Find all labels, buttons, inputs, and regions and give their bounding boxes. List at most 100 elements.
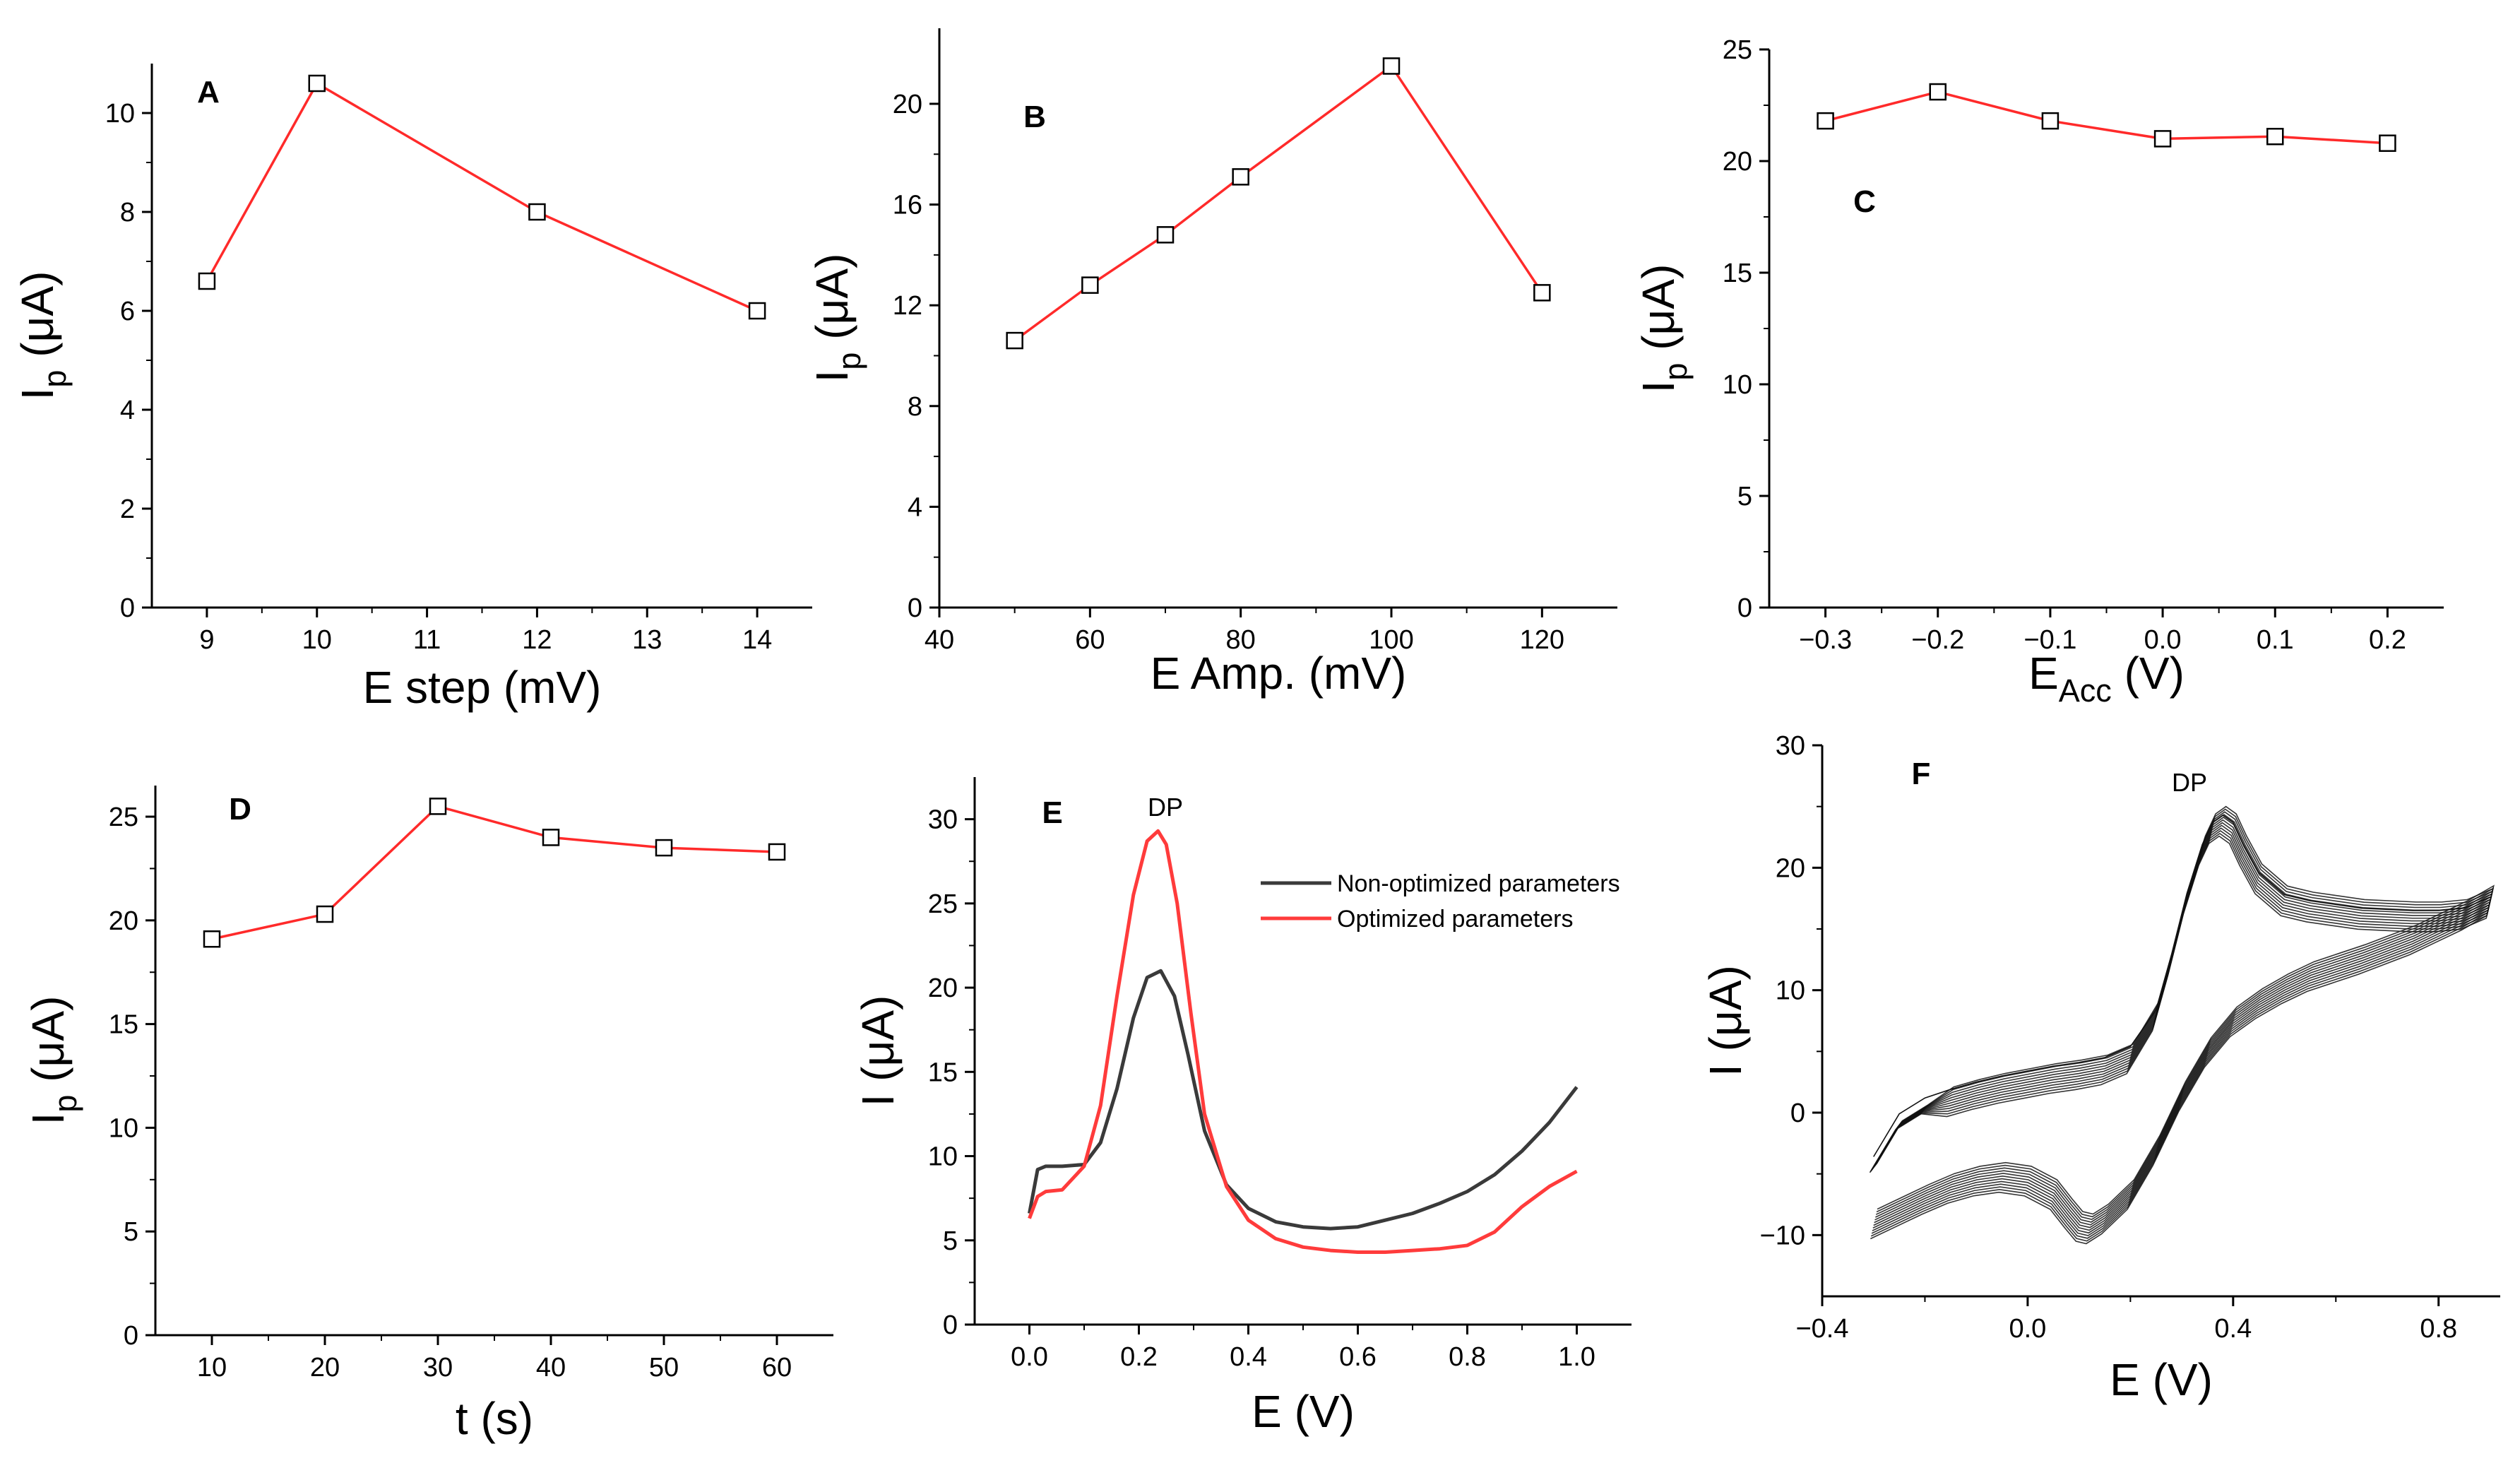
panel-label: B	[1023, 100, 1046, 134]
panel-a: 9 10 11 12 13 14 0 2 4 6 8 10 E step (mV) Ip (μA) A	[12, 64, 812, 713]
y-tick-label: 12	[893, 291, 922, 321]
y-tick-label: 6	[120, 297, 135, 326]
x-tick-label: 0.4	[1230, 1342, 1267, 1372]
y-tick-label: 0	[120, 593, 135, 623]
cv-cycle	[1869, 835, 2495, 1215]
y-tick-label: 0	[1790, 1099, 1805, 1128]
label-tail: (μA)	[1633, 264, 1684, 363]
optimized-curve	[1028, 829, 1578, 1254]
data-point	[1156, 226, 1175, 244]
x-axis-title: EAcc (V)	[2028, 648, 2185, 709]
x-tick-label: 120	[1520, 625, 1564, 655]
x-axis-title: t (s)	[456, 1393, 533, 1444]
x-axis-title: E (V)	[1252, 1386, 1355, 1437]
y-tick-label: 20	[109, 906, 138, 936]
x-tick-label: 20	[310, 1353, 340, 1383]
y-tick-label: 15	[1723, 259, 1752, 288]
cv-cycle	[1871, 811, 2493, 1239]
label-subscript: p	[831, 353, 867, 370]
y-tick-label: 15	[928, 1058, 958, 1087]
x-tick-label: 0.0	[2009, 1314, 2046, 1344]
y-tick-label: 8	[120, 198, 135, 227]
x-tick-label: 0.4	[2214, 1314, 2252, 1344]
y-tick-label: 0	[124, 1321, 138, 1351]
x-tick-label: 10	[197, 1353, 227, 1383]
x-tick-label: 30	[423, 1353, 453, 1383]
y-tick-label: 20	[928, 973, 958, 1003]
x-tick-label: −0.1	[2023, 625, 2076, 655]
data-point	[2041, 112, 2060, 130]
x-tick-label: −0.2	[1911, 625, 1964, 655]
y-tick-label: 20	[893, 90, 922, 119]
label-main: I	[1633, 381, 1684, 393]
label-subscript: Acc	[2059, 673, 2112, 709]
panel-label: E	[1042, 795, 1062, 830]
data-point	[429, 798, 447, 815]
y-tick-label: 8	[908, 392, 922, 422]
data-point	[2153, 130, 2172, 148]
x-tick-label: 0.6	[1339, 1342, 1377, 1372]
x-tick-label: 1.0	[1558, 1342, 1595, 1372]
data-point	[2266, 127, 2284, 146]
data-point	[542, 829, 560, 846]
y-tick-label: −10	[1760, 1221, 1805, 1250]
data-point	[198, 272, 216, 290]
series-line	[206, 81, 758, 312]
y-tick-label: 16	[893, 191, 922, 220]
x-tick-label: 11	[413, 625, 441, 655]
x-tick-label: 80	[1226, 625, 1256, 655]
y-axis-title: I (μA)	[852, 995, 903, 1107]
cv-cycle	[1873, 819, 2490, 1231]
label-main: I	[807, 370, 857, 383]
data-point	[1382, 57, 1401, 75]
y-tick-label: 0	[908, 593, 922, 623]
data-point	[316, 905, 334, 923]
y-axis-title: I (μA)	[1700, 965, 1751, 1077]
data-point	[528, 203, 546, 221]
cv-cycle	[1872, 824, 2492, 1226]
x-axis-title: E step (mV)	[363, 662, 602, 713]
y-tick-label: 25	[1723, 35, 1752, 65]
data-point	[655, 839, 673, 857]
x-tick-label: 14	[742, 625, 772, 655]
panel-f: −0.4 0.0 0.4 0.8 −10 0 10 20 30 E (V) I (μA) F DP	[1700, 731, 2500, 1405]
x-tick-label: 40	[536, 1353, 566, 1383]
x-tick-label: 50	[649, 1353, 679, 1383]
x-tick-label: 0.2	[2369, 625, 2406, 655]
y-axis-title: Ip (μA)	[1633, 264, 1694, 393]
panel-label: F	[1912, 757, 1931, 791]
series-line	[211, 805, 778, 940]
y-tick-label: 10	[109, 1113, 138, 1143]
x-axis-title: E (V)	[2110, 1354, 2213, 1405]
series-line	[1014, 64, 1543, 342]
legend-label: Non-optimized parameters	[1337, 870, 1620, 897]
peak-annotation: DP	[2172, 768, 2207, 797]
label-tail: (μA)	[12, 271, 63, 370]
y-tick-label: 20	[1776, 853, 1805, 883]
cv-first-cycle	[1873, 814, 2490, 1157]
y-axis-title: Ip (μA)	[807, 254, 867, 383]
x-tick-label: 0.8	[2420, 1314, 2457, 1344]
x-tick-label: 0.1	[2257, 625, 2294, 655]
y-tick-label: 0	[943, 1310, 958, 1340]
panel-d: 10 20 30 40 50 60 0 5 10 15 20 25 t (s) Ip (μA) D	[23, 786, 833, 1444]
y-tick-label: 30	[1776, 731, 1805, 761]
cv-cycle	[1872, 814, 2492, 1236]
label-tail: (μA)	[23, 996, 73, 1095]
y-tick-label: 10	[1723, 370, 1752, 400]
y-tick-label: 25	[928, 889, 958, 919]
label-main: E	[2028, 648, 2059, 699]
x-tick-label: 0.0	[1011, 1342, 1048, 1372]
cv-cycle	[1870, 808, 2494, 1242]
data-point	[1232, 168, 1249, 186]
label-subscript: p	[1658, 363, 1694, 381]
peak-annotation: DP	[1148, 793, 1183, 822]
x-tick-label: 60	[762, 1353, 792, 1383]
label-tail: (V)	[2112, 648, 2185, 699]
x-tick-label: 0.0	[2144, 625, 2182, 655]
x-tick-label: 12	[522, 625, 552, 655]
x-tick-label: 60	[1075, 625, 1105, 655]
data-point	[308, 74, 326, 93]
y-tick-label: 0	[1737, 593, 1752, 623]
